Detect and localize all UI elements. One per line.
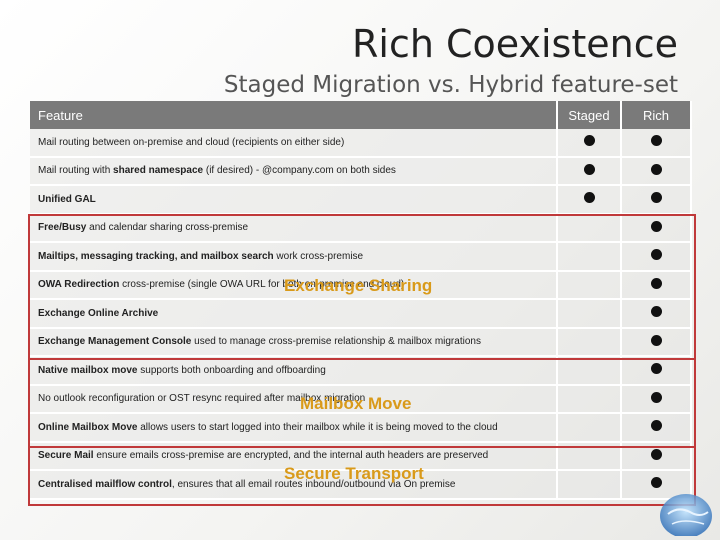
rich-supported-dot-icon bbox=[650, 277, 662, 289]
feature-cell: Unified GAL bbox=[30, 185, 558, 215]
table-row: Centralised mailflow control, ensures th… bbox=[30, 470, 692, 500]
rich-supported-dot-icon bbox=[650, 391, 662, 403]
staged-supported-dot-icon bbox=[583, 163, 595, 175]
feature-text-rest: used to manage cross-premise relationshi… bbox=[191, 336, 481, 348]
exchange-sharing-overlay: Exchange Sharing bbox=[284, 276, 433, 295]
feature-text-bold: Native mailbox move bbox=[38, 364, 138, 376]
feature-text-bold: Centralised mailflow control bbox=[38, 478, 172, 490]
staged-header: Staged bbox=[557, 101, 622, 129]
rich-supported-dot-icon bbox=[650, 363, 662, 375]
feature-text-bold: Mailtips, messaging tracking, and mailbo… bbox=[38, 250, 274, 262]
rich-cell bbox=[621, 129, 692, 158]
feature-text-bold: Online Mailbox Move bbox=[38, 421, 138, 433]
rich-supported-dot-icon bbox=[650, 135, 662, 147]
table-row: Unified GAL bbox=[30, 185, 692, 215]
staged-cell bbox=[557, 327, 622, 357]
feature-cell: Native mailbox move supports both onboar… bbox=[30, 356, 558, 386]
feature-text-bold: OWA Redirection bbox=[38, 279, 120, 291]
rich-supported-dot-icon bbox=[650, 192, 662, 204]
rich-cell bbox=[621, 299, 692, 329]
feature-text-rest: (if desired) - @company.com on both side… bbox=[203, 165, 396, 177]
secure-transport-overlay: Secure Transport bbox=[284, 464, 424, 483]
rich-cell bbox=[621, 185, 692, 215]
staged-cell bbox=[557, 185, 622, 215]
staged-cell bbox=[557, 156, 622, 186]
globe-logo-icon bbox=[660, 494, 712, 536]
table-row: No outlook reconfiguration or OST resync… bbox=[30, 384, 692, 414]
mailbox-move-overlay: Mailbox Move bbox=[300, 394, 412, 413]
slide-subtitle: Staged Migration vs. Hybrid feature-set bbox=[223, 72, 678, 98]
feature-text-rest: supports both onboarding and offboarding bbox=[137, 364, 326, 376]
feature-text-rest: ensure emails cross-premise are encrypte… bbox=[93, 450, 489, 462]
table-row: Online Mailbox Move allows users to star… bbox=[30, 413, 692, 443]
rich-cell bbox=[621, 156, 692, 186]
feature-cell: Exchange Management Console used to mana… bbox=[30, 327, 558, 357]
table-row: Exchange Management Console used to mana… bbox=[30, 327, 692, 357]
table-row: Mailtips, messaging tracking, and mailbo… bbox=[30, 242, 692, 272]
rich-supported-dot-icon bbox=[650, 477, 662, 489]
staged-cell bbox=[557, 270, 622, 300]
rich-cell bbox=[621, 470, 692, 500]
feature-cell: Centralised mailflow control, ensures th… bbox=[30, 470, 558, 500]
table-row: OWA Redirection cross-premise (single OW… bbox=[30, 270, 692, 300]
feature-text-bold: Exchange Online Archive bbox=[38, 307, 159, 319]
rich-supported-dot-icon bbox=[650, 220, 662, 232]
rich-cell bbox=[621, 213, 692, 243]
feature-table: Feature Staged Rich Mail routing between… bbox=[30, 101, 692, 500]
staged-supported-dot-icon bbox=[583, 192, 595, 204]
rich-cell bbox=[621, 413, 692, 443]
feature-text-rest: cross-premise (single OWA URL for both o… bbox=[119, 279, 405, 291]
feature-cell: Exchange Online Archive bbox=[30, 299, 558, 329]
table-row: Exchange Online Archive bbox=[30, 299, 692, 329]
staged-cell bbox=[557, 242, 622, 272]
feature-text-bold: Unified GAL bbox=[38, 193, 96, 205]
feature-cell: No outlook reconfiguration or OST resync… bbox=[30, 384, 558, 414]
feature-text: Mail routing with bbox=[38, 165, 114, 177]
staged-cell bbox=[557, 470, 622, 500]
feature-text-rest: allows users to start logged into their … bbox=[137, 421, 498, 433]
rich-supported-dot-icon bbox=[650, 306, 662, 318]
feature-cell: Mailtips, messaging tracking, and mailbo… bbox=[30, 242, 558, 272]
rich-supported-dot-icon bbox=[650, 334, 662, 346]
feature-text-bold: Free/Busy bbox=[38, 222, 87, 234]
feature-text-rest: and calendar sharing cross-premise bbox=[86, 222, 249, 234]
rich-cell bbox=[621, 242, 692, 272]
staged-cell bbox=[557, 413, 622, 443]
rich-header: Rich bbox=[621, 101, 692, 129]
rich-cell bbox=[621, 327, 692, 357]
rich-supported-dot-icon bbox=[650, 448, 662, 460]
feature-text-bold: Secure Mail bbox=[38, 450, 94, 462]
staged-cell bbox=[557, 356, 622, 386]
table-header-row: Feature Staged Rich bbox=[30, 101, 692, 129]
rich-supported-dot-icon bbox=[650, 163, 662, 175]
feature-text: Mail routing between on-premise and clou… bbox=[38, 136, 345, 148]
feature-cell: Free/Busy and calendar sharing cross-pre… bbox=[30, 213, 558, 243]
rich-supported-dot-icon bbox=[650, 420, 662, 432]
staged-cell bbox=[557, 384, 622, 414]
rich-cell bbox=[621, 384, 692, 414]
table-row: Free/Busy and calendar sharing cross-pre… bbox=[30, 213, 692, 243]
staged-cell bbox=[557, 213, 622, 243]
staged-supported-dot-icon bbox=[583, 135, 595, 147]
rich-cell bbox=[621, 270, 692, 300]
feature-text: No outlook reconfiguration or OST resync… bbox=[38, 393, 366, 405]
feature-cell: Mail routing between on-premise and clou… bbox=[30, 129, 558, 158]
table-row: Mail routing between on-premise and clou… bbox=[30, 129, 692, 158]
feature-cell: OWA Redirection cross-premise (single OW… bbox=[30, 270, 558, 300]
rich-supported-dot-icon bbox=[650, 249, 662, 261]
table-row: Native mailbox move supports both onboar… bbox=[30, 356, 692, 386]
feature-header: Feature bbox=[30, 101, 558, 129]
feature-text-bold: shared namespace bbox=[113, 165, 204, 177]
feature-cell: Mail routing with shared namespace (if d… bbox=[30, 156, 558, 186]
feature-text-bold: Exchange Management Console bbox=[38, 336, 192, 348]
secure-transport-group-box bbox=[28, 446, 696, 506]
feature-cell: Online Mailbox Move allows users to star… bbox=[30, 413, 558, 443]
staged-cell bbox=[557, 299, 622, 329]
feature-text-rest: , ensures that all email routes inbound/… bbox=[171, 478, 456, 490]
feature-text-rest: work cross-premise bbox=[273, 250, 364, 262]
slide-title: Rich Coexistence bbox=[352, 22, 678, 66]
rich-cell bbox=[621, 356, 692, 386]
staged-cell bbox=[557, 129, 622, 158]
table-row: Mail routing with shared namespace (if d… bbox=[30, 156, 692, 186]
